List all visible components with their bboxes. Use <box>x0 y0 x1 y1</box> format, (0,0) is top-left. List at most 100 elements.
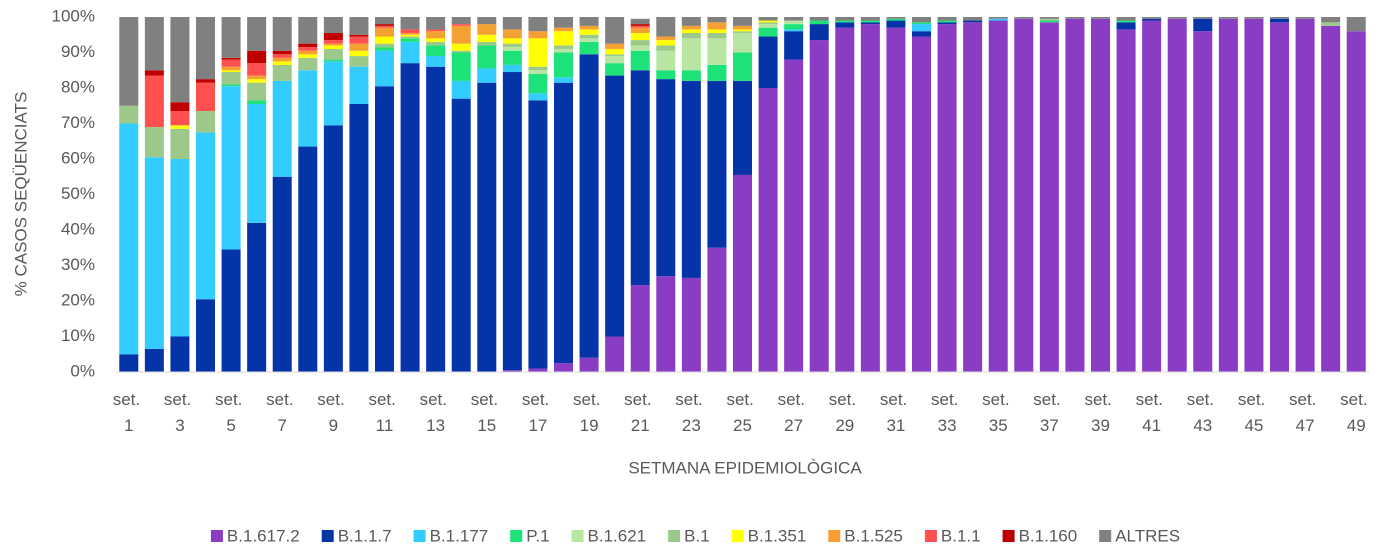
bar-segment <box>579 34 599 39</box>
bar-segment <box>1065 17 1085 19</box>
bar-segment <box>1193 17 1213 19</box>
bar-segment <box>809 40 829 372</box>
bar-segment <box>528 31 548 39</box>
bar-segment <box>886 27 906 373</box>
bar-segment <box>375 86 394 372</box>
bar-segment <box>170 17 190 103</box>
bar-segment <box>1167 17 1187 19</box>
bar-segment <box>554 82 573 364</box>
bar-segment <box>860 22 880 25</box>
bar-segment <box>349 56 369 67</box>
bar-segment <box>656 276 676 372</box>
bar-segment <box>298 43 318 48</box>
y-tick-label: 40% <box>61 219 95 238</box>
bar-segment <box>554 363 573 372</box>
bar-segment <box>1142 18 1162 21</box>
y-tick-label: 20% <box>61 290 95 309</box>
bar-segment <box>630 50 650 71</box>
bar-segment <box>528 66 548 71</box>
bar-segment <box>477 24 497 35</box>
bar-segment <box>1218 17 1238 19</box>
bar-segment <box>196 299 215 372</box>
bar-segment <box>1193 31 1213 372</box>
bar-segment <box>886 20 906 28</box>
bar-segment <box>298 70 318 147</box>
x-tick-label: set. 25 <box>726 390 758 435</box>
bar-segment <box>375 36 394 44</box>
bar-segment <box>247 17 267 51</box>
legend-swatch <box>731 530 744 542</box>
bar-segment <box>579 29 599 35</box>
bar-segment <box>247 63 267 76</box>
bar-segment <box>1244 17 1264 19</box>
bar-segment <box>247 222 267 372</box>
bar-segment <box>349 43 369 51</box>
bar-segment <box>477 45 497 69</box>
bar-segment <box>400 17 420 30</box>
bar-segment <box>1270 17 1289 19</box>
legend-swatch <box>510 530 523 542</box>
bar-segment <box>375 24 394 26</box>
bar-segment <box>221 59 241 67</box>
bar-segment <box>1295 17 1315 19</box>
bar-segment <box>1065 18 1085 373</box>
bar-segment <box>630 70 650 286</box>
bar-segment <box>502 64 522 73</box>
bar-segment <box>554 48 573 53</box>
bar-segment <box>681 29 701 33</box>
bar-segment <box>119 17 139 106</box>
bar-segment <box>221 57 241 60</box>
bar-segment <box>349 66 369 104</box>
x-tick-label: set. 7 <box>266 390 298 435</box>
bar-segment <box>119 105 139 124</box>
x-tick-label: set. 35 <box>982 390 1014 435</box>
bar-segment <box>605 336 625 372</box>
bar-segment <box>451 98 471 373</box>
x-tick-label: set. 21 <box>624 390 656 435</box>
bar-segment <box>937 24 957 372</box>
bar-segment <box>375 27 394 37</box>
bar-segment <box>1116 17 1136 21</box>
bar-segment <box>554 17 573 28</box>
bar-segment <box>656 40 676 46</box>
bar-segment <box>451 24 471 26</box>
bar-segment <box>835 17 855 21</box>
bar-segment <box>1321 22 1341 26</box>
bar-segment <box>1321 17 1341 23</box>
bar-segment <box>707 247 727 372</box>
bar-segment <box>170 111 190 126</box>
bar-segment <box>835 22 855 28</box>
bar-segment <box>502 47 522 51</box>
bar-segment <box>707 64 727 81</box>
bar-segment <box>502 50 522 65</box>
bar-segment <box>196 17 215 80</box>
bar-segment <box>144 127 164 158</box>
bar-segment <box>707 22 727 30</box>
bar-segment <box>196 82 215 112</box>
bar-segment <box>272 80 292 177</box>
bar-segment <box>758 22 778 25</box>
bar-segment <box>477 17 497 25</box>
bar-segment <box>809 20 829 25</box>
bar-segment <box>579 41 599 55</box>
bar-segment <box>733 25 752 30</box>
bar-segment <box>400 63 420 373</box>
bar-segment <box>1346 31 1366 372</box>
bar-segment <box>707 38 727 65</box>
bar-segment <box>681 70 701 81</box>
bar-segment <box>656 17 676 37</box>
legend-label: B.1.1 <box>941 526 981 545</box>
bar-segment <box>221 84 241 87</box>
bar-segment <box>400 29 420 33</box>
y-tick-label: 0% <box>70 361 95 380</box>
x-tick-label: set. 1 <box>113 390 145 435</box>
legend: B.1.617.2 B.1.1.7 B.1.177 P.1 B.1.621 B.1 B.1.… <box>210 526 1180 545</box>
bar-segment <box>912 24 931 32</box>
legend-swatch <box>321 530 334 542</box>
bar-segment <box>349 17 369 35</box>
bar-segment <box>144 70 164 76</box>
bar-segment <box>221 17 241 58</box>
bar-segment <box>272 50 292 55</box>
bar-segment <box>119 123 139 355</box>
bar-segment <box>758 27 778 37</box>
